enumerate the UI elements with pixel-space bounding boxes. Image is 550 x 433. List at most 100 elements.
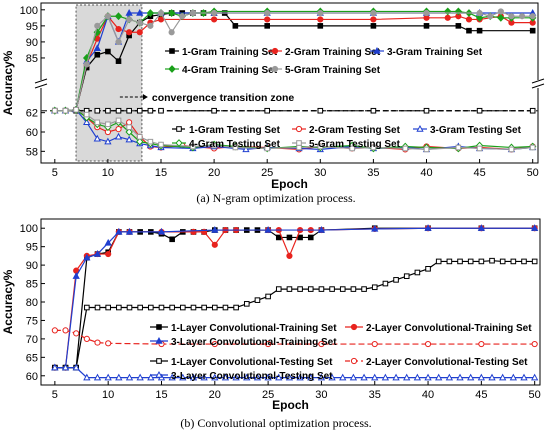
data-point [221,373,230,381]
data-point [125,8,133,16]
legend-b-2: 2-Layer Convolutional-Training Set [366,323,532,334]
legend-a-train-4: 4-Gram Training Set [182,65,278,76]
data-point [531,373,539,381]
data-point [328,373,336,381]
data-point [158,304,165,311]
legend-a-train-5: 5-Gram Training Set [285,65,381,76]
legend-b-2-sample-marker [350,323,358,331]
legend-a-test-2: 2-Gram Testing Set [309,125,401,136]
y-tick-label: 100 [20,5,38,17]
data-point [115,373,123,381]
y-axis-title-a: Accuracy% [1,50,15,115]
series-b-6 [51,363,539,381]
data-point [126,124,132,130]
data-point [349,145,355,152]
data-point [126,29,133,36]
data-point [179,13,186,20]
data-point [211,226,219,233]
data-point [115,58,122,64]
y-tick-label: 85 [26,53,38,65]
data-point [94,22,101,29]
data-point [105,304,111,311]
data-point [190,228,197,236]
data-point [286,252,293,259]
data-point [499,258,506,265]
series-b-2 [51,225,538,371]
data-point [467,373,475,381]
data-point [317,16,324,23]
legend-a-train-2: 2-Gram Training Set [285,47,381,58]
data-point [94,107,101,114]
data-point [318,286,325,292]
data-point [200,373,208,381]
data-point [104,13,112,20]
data-point [125,135,133,143]
data-point [83,111,90,118]
data-point [136,8,144,16]
legend-a-train-2-sample-marker [271,47,279,55]
caption-b: (b) Convolutional optimization process. [180,416,371,430]
data-point [169,304,175,311]
panel-a-ngram-chart: 85 90 95 100 58 60 62 5 10 15 20 25 30 35 40 45 50 conver… [1,2,545,191]
data-point [521,258,527,265]
data-point [137,304,143,311]
data-point [297,286,303,292]
data-point [297,234,303,241]
x-axis-title-b: Epoch [272,398,309,412]
data-point [72,363,80,371]
legend-a-test-1-sample-marker [176,126,182,132]
data-point [158,141,164,148]
data-point [392,373,400,381]
data-point [94,339,101,346]
data-point [318,340,325,348]
data-point [167,9,176,17]
data-point [264,23,270,29]
legend-a-test-4: 4-Gram Testing Set [189,139,281,150]
data-point [232,144,239,151]
data-point [499,373,507,381]
data-point [488,373,496,381]
data-point [371,340,378,348]
axis-break-mask-left [35,80,47,88]
data-point [146,9,155,17]
data-point [296,373,304,381]
data-point [136,107,143,114]
data-point [93,134,101,142]
legend-b-1: 1-Layer Convolutional-Training Set [171,323,337,334]
axis-break-mark-left [34,83,48,89]
panel-b-convolutional-chart: 60 65 70 75 80 85 90 95 100 5 10 15 20 25 30 35 40 45 50 1-… [1,218,541,412]
x-tick-label: 50 [529,389,541,401]
data-point [370,23,377,29]
data-point [157,227,166,235]
data-point [264,107,270,114]
data-point [370,16,377,23]
data-point [147,138,154,145]
data-point [275,234,282,241]
data-point [83,118,91,126]
data-point [94,51,101,58]
x-tick-label: 10 [102,389,114,401]
series-line [54,227,535,369]
data-point [254,297,261,303]
y-tick-label: 95 [26,242,38,254]
data-point [510,258,517,265]
data-point [105,48,111,55]
data-point [424,340,432,348]
axis-break-mark-right [531,83,545,89]
legend-a-test-1: 1-Gram Testing Set [189,125,281,136]
data-point [105,250,112,258]
data-point [424,373,432,381]
data-point [104,137,112,145]
data-point [62,327,69,334]
data-point [73,330,80,337]
data-point [476,145,483,152]
data-point [381,373,390,381]
data-point [467,258,474,265]
x-tick-label: 25 [262,389,274,401]
annotation-arrowhead [142,94,148,100]
data-point [478,258,485,265]
data-point [211,340,218,348]
data-point [265,293,271,300]
data-point [497,8,504,15]
data-point [497,13,505,22]
